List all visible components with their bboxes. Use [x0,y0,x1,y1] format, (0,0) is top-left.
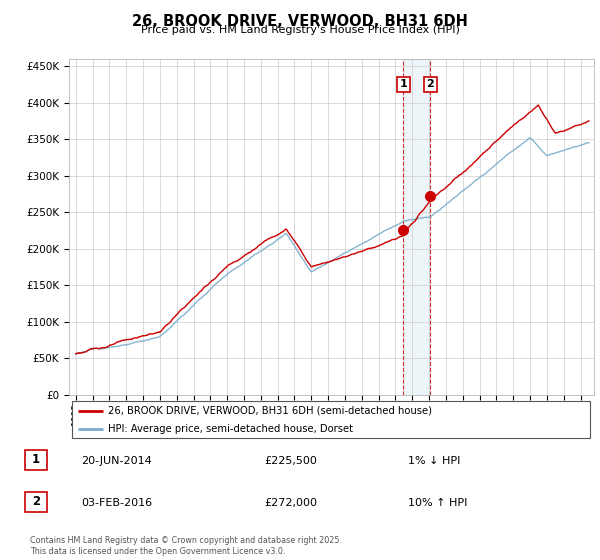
Text: 1: 1 [400,80,407,90]
Text: HPI: Average price, semi-detached house, Dorset: HPI: Average price, semi-detached house,… [109,424,353,434]
Text: 26, BROOK DRIVE, VERWOOD, BH31 6DH (semi-detached house): 26, BROOK DRIVE, VERWOOD, BH31 6DH (semi… [109,405,433,416]
Text: £272,000: £272,000 [264,498,317,508]
Text: Contains HM Land Registry data © Crown copyright and database right 2025.
This d: Contains HM Land Registry data © Crown c… [30,536,342,556]
FancyBboxPatch shape [25,492,47,512]
Text: 1% ↓ HPI: 1% ↓ HPI [408,456,460,466]
Text: 2: 2 [32,495,40,508]
Text: 2: 2 [427,80,434,90]
FancyBboxPatch shape [71,401,590,438]
Text: 26, BROOK DRIVE, VERWOOD, BH31 6DH: 26, BROOK DRIVE, VERWOOD, BH31 6DH [132,14,468,29]
Text: £225,500: £225,500 [264,456,317,466]
FancyBboxPatch shape [25,450,47,470]
Bar [403,59,430,395]
Text: 1: 1 [32,453,40,466]
Text: Price paid vs. HM Land Registry's House Price Index (HPI): Price paid vs. HM Land Registry's House … [140,25,460,35]
Text: 20-JUN-2014: 20-JUN-2014 [81,456,152,466]
Text: 03-FEB-2016: 03-FEB-2016 [81,498,152,508]
Text: 10% ↑ HPI: 10% ↑ HPI [408,498,467,508]
